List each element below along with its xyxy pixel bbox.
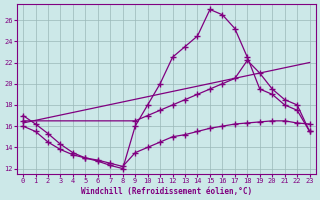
- X-axis label: Windchill (Refroidissement éolien,°C): Windchill (Refroidissement éolien,°C): [81, 187, 252, 196]
